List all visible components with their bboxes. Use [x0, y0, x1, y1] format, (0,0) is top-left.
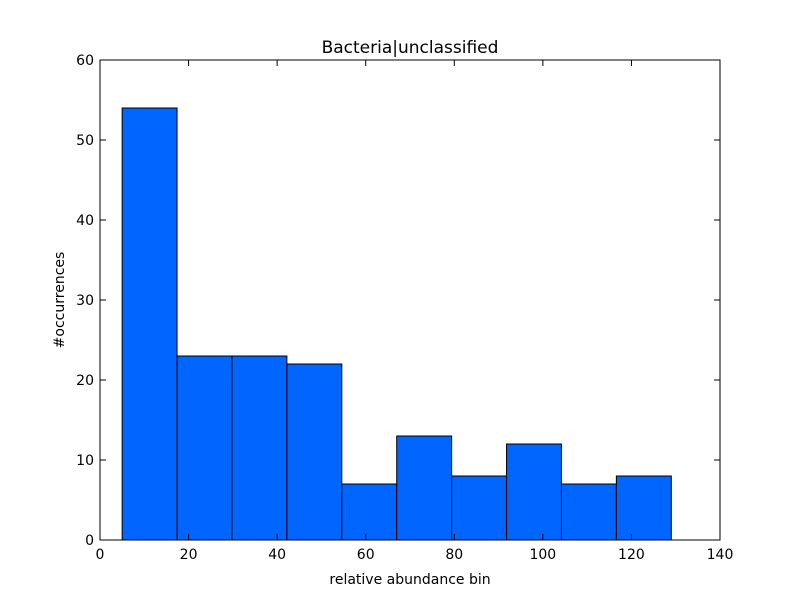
y-tick-label-6: 60 — [76, 53, 94, 69]
x-tick-label-5: 100 — [529, 547, 556, 563]
y-axis-label: #occurrences — [52, 252, 68, 349]
x-tick-label-7: 140 — [707, 547, 734, 563]
x-tick-label-0: 0 — [96, 547, 105, 563]
plot-frame — [99, 59, 721, 541]
histogram-bar-2 — [231, 355, 288, 541]
histogram-bar-1 — [176, 355, 233, 541]
histogram-bar-7 — [506, 443, 562, 541]
x-tick-label-4: 80 — [445, 547, 463, 563]
x-tick-label-2: 40 — [268, 547, 286, 563]
histogram-bar-9 — [615, 475, 672, 541]
y-tick-label-5: 50 — [76, 133, 94, 149]
y-tick-label-1: 10 — [76, 453, 94, 469]
histogram-bar-0 — [121, 107, 178, 541]
x-tick-label-6: 120 — [618, 547, 645, 563]
x-axis-label: relative abundance bin — [329, 572, 490, 588]
y-tick-label-0: 0 — [85, 533, 94, 549]
histogram-bar-6 — [451, 475, 508, 541]
y-tick-label-2: 20 — [76, 373, 94, 389]
bars-group — [121, 107, 672, 541]
histogram-bar-5 — [396, 435, 453, 541]
chart-title: Bacteria|unclassified — [322, 38, 499, 58]
histogram-bar-8 — [560, 483, 617, 541]
y-tick-label-3: 30 — [76, 293, 94, 309]
histogram-bar-3 — [286, 363, 343, 541]
x-tick-label-1: 20 — [180, 547, 198, 563]
y-tick-label-4: 40 — [76, 213, 94, 229]
x-tick-label-3: 60 — [357, 547, 375, 563]
histogram-bar-4 — [341, 483, 398, 541]
